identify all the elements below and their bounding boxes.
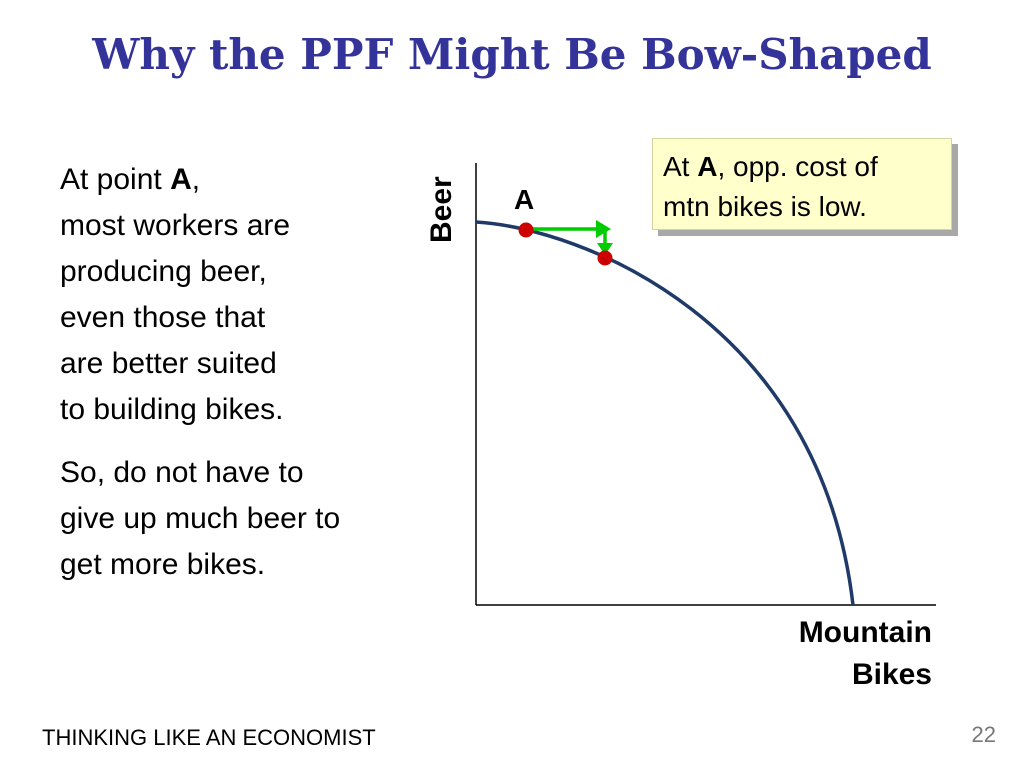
x-axis-label: Mountain Bikes [799, 612, 932, 696]
body-paragraph-2: So, do not have to give up much beer to … [60, 450, 340, 588]
y-axis-label: Beer [425, 176, 458, 243]
page-number: 22 [971, 722, 996, 747]
body-line: even those that [60, 301, 266, 334]
x-axis-label-line: Bikes [851, 658, 932, 691]
body-paragraph-1: At point A, most workers are producing b… [60, 157, 290, 433]
body-line: producing beer, [60, 255, 267, 288]
x-axis-label-line: Mountain [798, 616, 932, 649]
body-line: to building bikes. [60, 393, 284, 426]
point-next-marker [597, 250, 613, 266]
body-line: So, do not have to [60, 456, 304, 489]
slide-title: Why the PPF Might Be Bow-Shaped [92, 30, 932, 79]
callout-box: At A, opp. cost of mtn bikes is low. [652, 138, 952, 230]
body-line: most workers are [60, 209, 291, 242]
callout-line: mtn bikes is low. [663, 191, 867, 222]
arrow-down-icon [597, 243, 613, 255]
callout-point-emphasis: A [697, 151, 718, 182]
point-a-marker [518, 222, 534, 238]
body-line: are better suited [60, 347, 277, 380]
body-text-segment: , [191, 163, 201, 196]
callout-text-segment: , opp. cost of [717, 151, 878, 182]
body-line: get more bikes. [60, 548, 266, 581]
callout-text-segment: At [663, 151, 698, 182]
point-a-label: A [514, 184, 535, 215]
ppf-curve [475, 220, 855, 606]
callout-line: At A, opp. cost of [663, 147, 941, 187]
body-text-segment: At point [60, 163, 171, 196]
body-line: give up much beer to [60, 502, 341, 535]
footer-text: THINKING LIKE AN ECONOMIST [42, 725, 376, 750]
point-a-emphasis: A [170, 163, 192, 196]
body-line: At point A, [60, 157, 290, 203]
